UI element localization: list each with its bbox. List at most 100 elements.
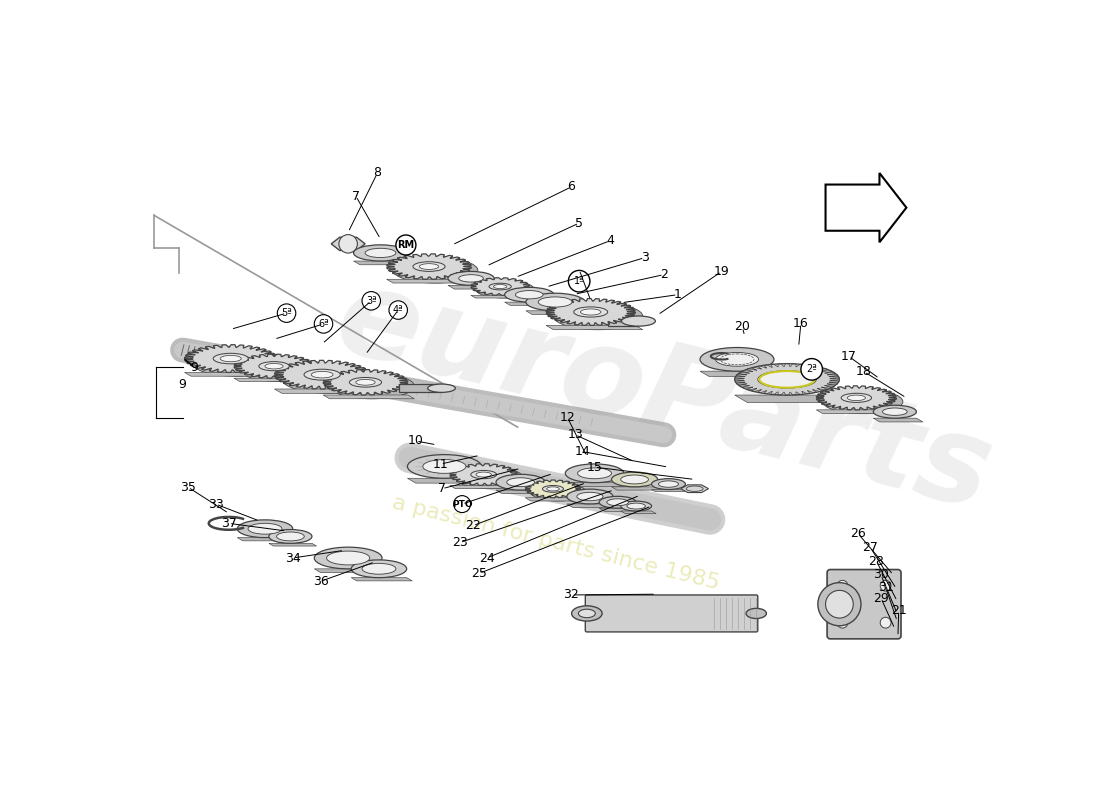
Ellipse shape <box>350 378 382 387</box>
Text: 3ª: 3ª <box>366 296 376 306</box>
Polygon shape <box>315 569 388 573</box>
Ellipse shape <box>873 406 916 418</box>
Ellipse shape <box>735 364 839 395</box>
Circle shape <box>880 618 891 628</box>
Text: 37: 37 <box>221 517 236 530</box>
Ellipse shape <box>842 394 871 402</box>
Polygon shape <box>387 254 471 279</box>
Polygon shape <box>735 395 852 402</box>
Ellipse shape <box>542 486 563 492</box>
Ellipse shape <box>362 563 396 574</box>
Text: 4: 4 <box>606 234 614 247</box>
Ellipse shape <box>621 316 656 326</box>
Ellipse shape <box>238 520 293 538</box>
Ellipse shape <box>574 307 607 317</box>
Ellipse shape <box>715 353 759 366</box>
Text: 13: 13 <box>568 428 583 442</box>
Polygon shape <box>323 370 408 395</box>
Polygon shape <box>526 310 591 314</box>
Polygon shape <box>323 395 415 398</box>
Ellipse shape <box>448 271 494 286</box>
Polygon shape <box>387 279 477 283</box>
Ellipse shape <box>191 349 284 376</box>
Polygon shape <box>700 371 783 377</box>
Text: 25: 25 <box>471 567 487 580</box>
Ellipse shape <box>576 492 603 501</box>
Text: 30: 30 <box>873 569 889 582</box>
Ellipse shape <box>265 363 283 369</box>
Ellipse shape <box>304 370 340 380</box>
Polygon shape <box>496 490 551 494</box>
Polygon shape <box>526 498 586 501</box>
Ellipse shape <box>393 258 477 283</box>
Ellipse shape <box>531 483 586 501</box>
Ellipse shape <box>258 362 289 370</box>
Ellipse shape <box>276 532 305 541</box>
Polygon shape <box>238 538 298 541</box>
Text: 8: 8 <box>373 166 382 179</box>
Ellipse shape <box>327 551 370 565</box>
Polygon shape <box>816 410 903 414</box>
Ellipse shape <box>282 365 377 394</box>
Text: 35: 35 <box>180 481 196 494</box>
Polygon shape <box>565 482 630 486</box>
Ellipse shape <box>600 496 636 508</box>
Text: 20: 20 <box>735 321 750 334</box>
Ellipse shape <box>428 384 455 392</box>
Text: 4ª: 4ª <box>393 305 404 315</box>
Text: 5ª: 5ª <box>282 308 292 318</box>
Text: 26: 26 <box>850 527 866 540</box>
Text: 14: 14 <box>575 446 591 458</box>
Ellipse shape <box>459 274 483 282</box>
Ellipse shape <box>351 560 407 578</box>
Text: 32: 32 <box>563 589 580 602</box>
Ellipse shape <box>268 530 312 543</box>
Ellipse shape <box>422 459 466 474</box>
Circle shape <box>453 496 471 513</box>
Ellipse shape <box>581 309 601 315</box>
Polygon shape <box>526 480 581 498</box>
Circle shape <box>817 582 861 626</box>
Text: 7: 7 <box>438 482 447 495</box>
Ellipse shape <box>566 489 613 504</box>
Text: euroParts: euroParts <box>324 258 1003 534</box>
Text: 36: 36 <box>314 574 329 587</box>
Ellipse shape <box>355 379 375 385</box>
Text: 6ª: 6ª <box>318 319 329 329</box>
Ellipse shape <box>620 475 649 484</box>
Ellipse shape <box>455 467 524 489</box>
Text: 29: 29 <box>873 591 889 605</box>
Polygon shape <box>407 478 490 483</box>
Ellipse shape <box>572 606 602 621</box>
Circle shape <box>837 580 848 591</box>
Text: 22: 22 <box>465 519 481 532</box>
Ellipse shape <box>407 454 482 478</box>
Polygon shape <box>353 261 414 265</box>
Polygon shape <box>450 486 524 489</box>
Polygon shape <box>505 302 560 306</box>
Ellipse shape <box>240 358 320 382</box>
Polygon shape <box>816 386 896 410</box>
Text: 24: 24 <box>478 551 495 565</box>
Polygon shape <box>566 504 619 508</box>
Ellipse shape <box>538 297 572 307</box>
Text: 21: 21 <box>891 604 906 617</box>
Circle shape <box>315 314 332 333</box>
Text: 3: 3 <box>640 251 649 264</box>
Polygon shape <box>331 238 365 250</box>
Text: 10: 10 <box>408 434 424 447</box>
Ellipse shape <box>471 470 496 478</box>
Ellipse shape <box>882 408 908 415</box>
Text: 33: 33 <box>208 498 223 510</box>
Polygon shape <box>274 389 377 394</box>
Ellipse shape <box>311 371 333 378</box>
Ellipse shape <box>746 608 767 618</box>
Ellipse shape <box>823 390 903 414</box>
Polygon shape <box>399 384 441 392</box>
Polygon shape <box>450 464 517 486</box>
Text: 19: 19 <box>714 265 729 278</box>
Text: 6: 6 <box>568 180 575 194</box>
Polygon shape <box>651 490 689 492</box>
Circle shape <box>880 580 891 591</box>
Circle shape <box>362 291 381 310</box>
